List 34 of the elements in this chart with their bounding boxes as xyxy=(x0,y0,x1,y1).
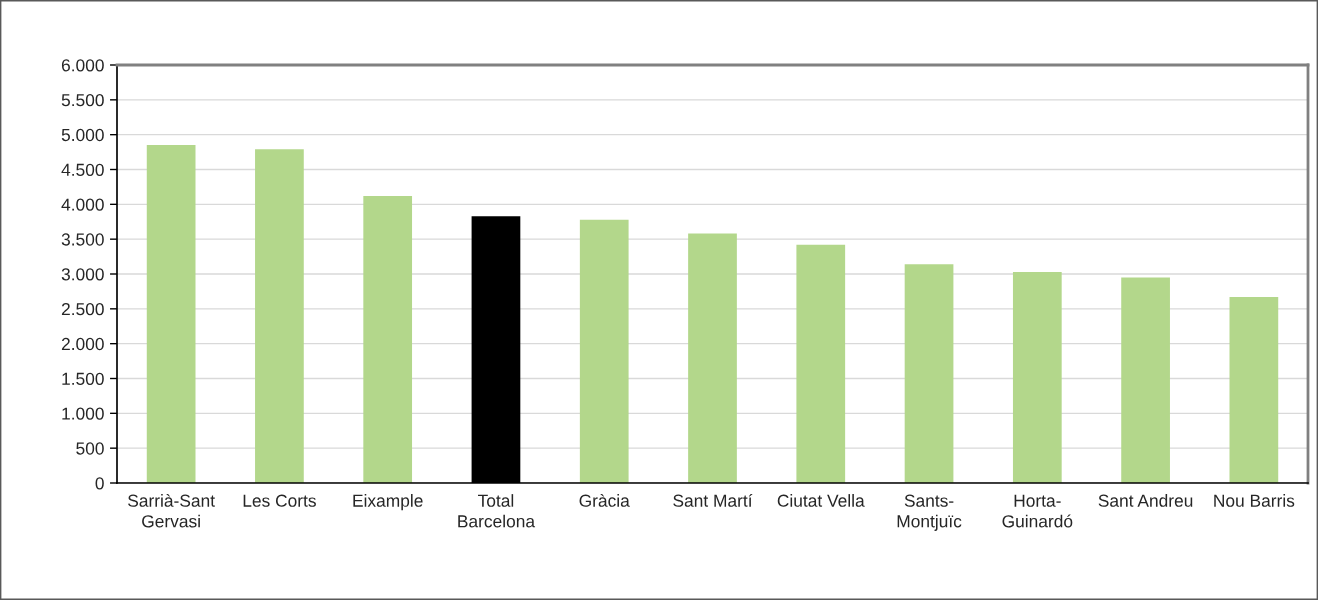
bar xyxy=(146,145,196,483)
x-tick-label: Gràcia xyxy=(579,493,630,507)
y-tick-label: 5.500 xyxy=(61,94,104,107)
bar xyxy=(579,219,629,483)
y-tick-label: 2.500 xyxy=(61,303,104,316)
x-tick-label: Sant Martí xyxy=(673,493,753,507)
x-tick-label: Sarrià-Sant Gervasi xyxy=(128,493,215,528)
y-tick-label: 3.000 xyxy=(61,268,104,281)
x-tick-label: Eixample xyxy=(353,494,423,511)
x-tick-label: Sants-Montjuïc xyxy=(897,494,962,531)
y-tick-label: 6.000 xyxy=(61,59,104,72)
y-tick-label: 3.500 xyxy=(61,233,104,246)
x-tick-label: Ciutat Vella xyxy=(777,494,865,507)
y-tick-label: 0 xyxy=(95,477,104,490)
bar xyxy=(688,233,737,483)
y-tick-label: 1.500 xyxy=(62,372,104,385)
x-tick-label: Sant Andreu xyxy=(1098,494,1193,507)
x-tick-label: Horta-Guinardó xyxy=(1002,494,1073,528)
y-tick-label: 4.000 xyxy=(61,198,104,211)
x-tick-label: Total Barcelona xyxy=(458,494,536,528)
y-tick-label: 2.000 xyxy=(61,337,104,351)
bar xyxy=(1229,296,1279,483)
bar xyxy=(1012,271,1062,483)
bar xyxy=(904,264,954,483)
bar xyxy=(255,149,304,483)
y-tick-label: 5.000 xyxy=(61,128,104,142)
bar xyxy=(363,195,413,483)
y-tick-label: 1.000 xyxy=(62,407,104,420)
y-tick-label: 500 xyxy=(76,442,104,455)
x-tick-label: Nou Barris xyxy=(1214,494,1295,507)
bar xyxy=(796,244,846,483)
y-tick-label: 4.500 xyxy=(61,163,104,176)
bar xyxy=(1121,277,1170,483)
x-tick-label: Les Corts xyxy=(243,494,316,507)
